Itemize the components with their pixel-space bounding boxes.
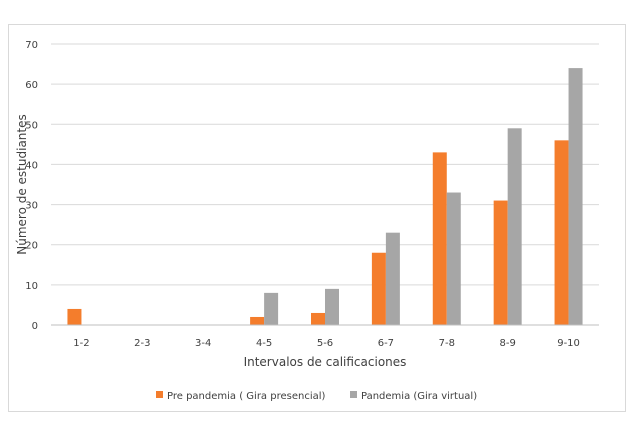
bar-pre-pandemia-7-8 <box>432 152 447 325</box>
x-tick-label: 7-8 <box>439 338 455 349</box>
x-tick-label: 2-3 <box>134 338 150 349</box>
y-tick-label: 40 <box>25 160 38 171</box>
legend-swatch <box>350 391 357 398</box>
y-tick-label: 70 <box>25 40 38 51</box>
legend-label: Pandemia (Gira virtual) <box>361 391 477 402</box>
x-axis-ticks: 1-2 2-3 3-4 4-5 5-6 6-7 7-8 8-9 9-10 <box>73 338 580 349</box>
chart-frame <box>8 24 626 412</box>
bar-pre-pandemia-8-9 <box>493 200 508 325</box>
bar-pre-pandemia-9-10 <box>554 140 569 325</box>
y-tick-label: 0 <box>32 321 38 332</box>
legend: Pre pandemia ( Gira presencial) Pandemia … <box>156 391 477 402</box>
x-tick-label: 3-4 <box>195 338 211 349</box>
bar-pandemia-5-6 <box>325 288 339 325</box>
y-tick-label: 10 <box>25 281 38 292</box>
x-axis-title: Intervalos de calificaciones <box>244 355 407 369</box>
y-tick-label: 50 <box>25 120 38 131</box>
bar-pre-pandemia-1-2 <box>67 308 82 325</box>
bar-pandemia-7-8 <box>446 192 461 325</box>
bar-pre-pandemia-4-5 <box>250 316 265 325</box>
bars <box>67 68 583 325</box>
y-tick-label: 20 <box>25 241 38 252</box>
x-tick-label: 4-5 <box>256 338 272 349</box>
bar-pre-pandemia-5-6 <box>311 312 325 325</box>
x-tick-label: 9-10 <box>557 338 580 349</box>
bar-pandemia-6-7 <box>385 232 400 325</box>
bar-pre-pandemia-6-7 <box>371 252 386 325</box>
x-tick-label: 6-7 <box>378 338 394 349</box>
x-tick-label: 5-6 <box>317 338 333 349</box>
y-axis-title: Número de estudiantes <box>15 114 29 255</box>
x-tick-label: 8-9 <box>499 338 515 349</box>
y-tick-label: 60 <box>25 80 38 91</box>
x-tick-label: 1-2 <box>73 338 89 349</box>
y-axis-ticks: 0 10 20 30 40 50 60 70 <box>25 40 38 332</box>
legend-swatch <box>156 391 163 398</box>
bar-pandemia-4-5 <box>264 292 279 325</box>
y-tick-label: 30 <box>25 201 38 212</box>
bar-pandemia-8-9 <box>507 128 522 325</box>
bar-pandemia-9-10 <box>568 68 583 325</box>
legend-label: Pre pandemia ( Gira presencial) <box>167 391 326 402</box>
